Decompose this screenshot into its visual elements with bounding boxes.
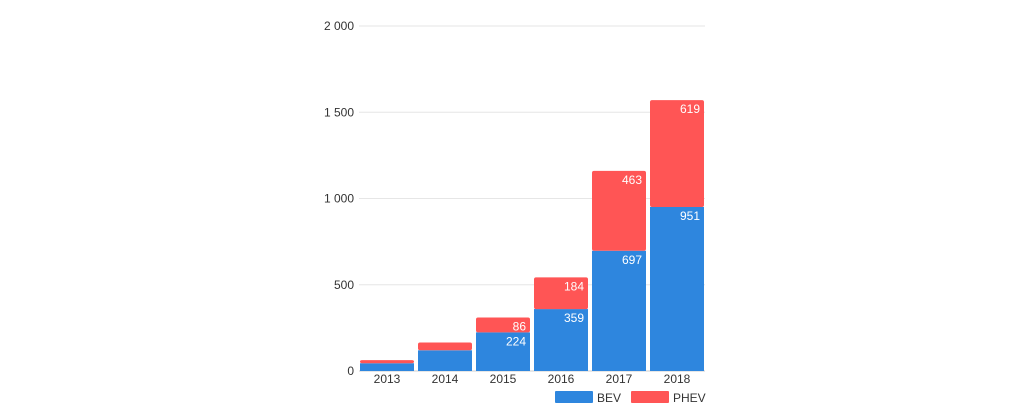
data-label-bev-2018: 951 [680,209,700,223]
bar-phev-2014 [418,342,472,351]
bar-bev-2015 [476,332,530,371]
bar-bev-2018 [650,206,704,371]
y-axis: 0 500 1 000 1 500 2 000 [324,19,354,378]
y-tick-label: 1 000 [324,192,354,206]
legend-label-phev: PHEV [673,391,706,405]
x-tick-label: 2018 [664,372,691,386]
bar-bev-2014 [418,350,472,371]
data-label-phev-2016: 184 [564,279,584,293]
gridlines [359,25,705,372]
data-label-bev-2016: 359 [564,311,584,325]
data-label-phev-2017: 463 [622,173,642,187]
legend-swatch-phev [631,391,669,403]
bar-bev-2013 [360,363,414,371]
x-tick-label: 2013 [374,372,401,386]
data-label-bev-2015: 224 [506,334,526,348]
x-tick-label: 2017 [606,372,633,386]
legend-label-bev: BEV [597,391,621,405]
legend: BEV PHEV [555,391,706,405]
bar-phev-2018 [650,100,704,207]
x-axis: 2013 2014 2015 2016 2017 2018 [374,372,691,386]
bar-bev-2016 [534,309,588,371]
data-label-phev-2015: 86 [513,320,527,334]
y-tick-label: 500 [334,278,354,292]
data-label-bev-2017: 697 [622,253,642,267]
bar-phev-2015 [476,317,530,333]
y-tick-label: 2 000 [324,19,354,33]
y-tick-label: 0 [347,364,354,378]
bar-phev-2017 [592,170,646,251]
x-tick-label: 2016 [548,372,575,386]
data-label-phev-2018: 619 [680,102,700,116]
x-tick-label: 2015 [490,372,517,386]
bar-phev-2013 [360,360,414,364]
y-tick-label: 1 500 [324,105,354,119]
bar-bev-2017 [592,250,646,371]
legend-swatch-bev [555,391,593,403]
bar-phev-2016 [534,277,588,310]
x-tick-label: 2014 [432,372,459,386]
